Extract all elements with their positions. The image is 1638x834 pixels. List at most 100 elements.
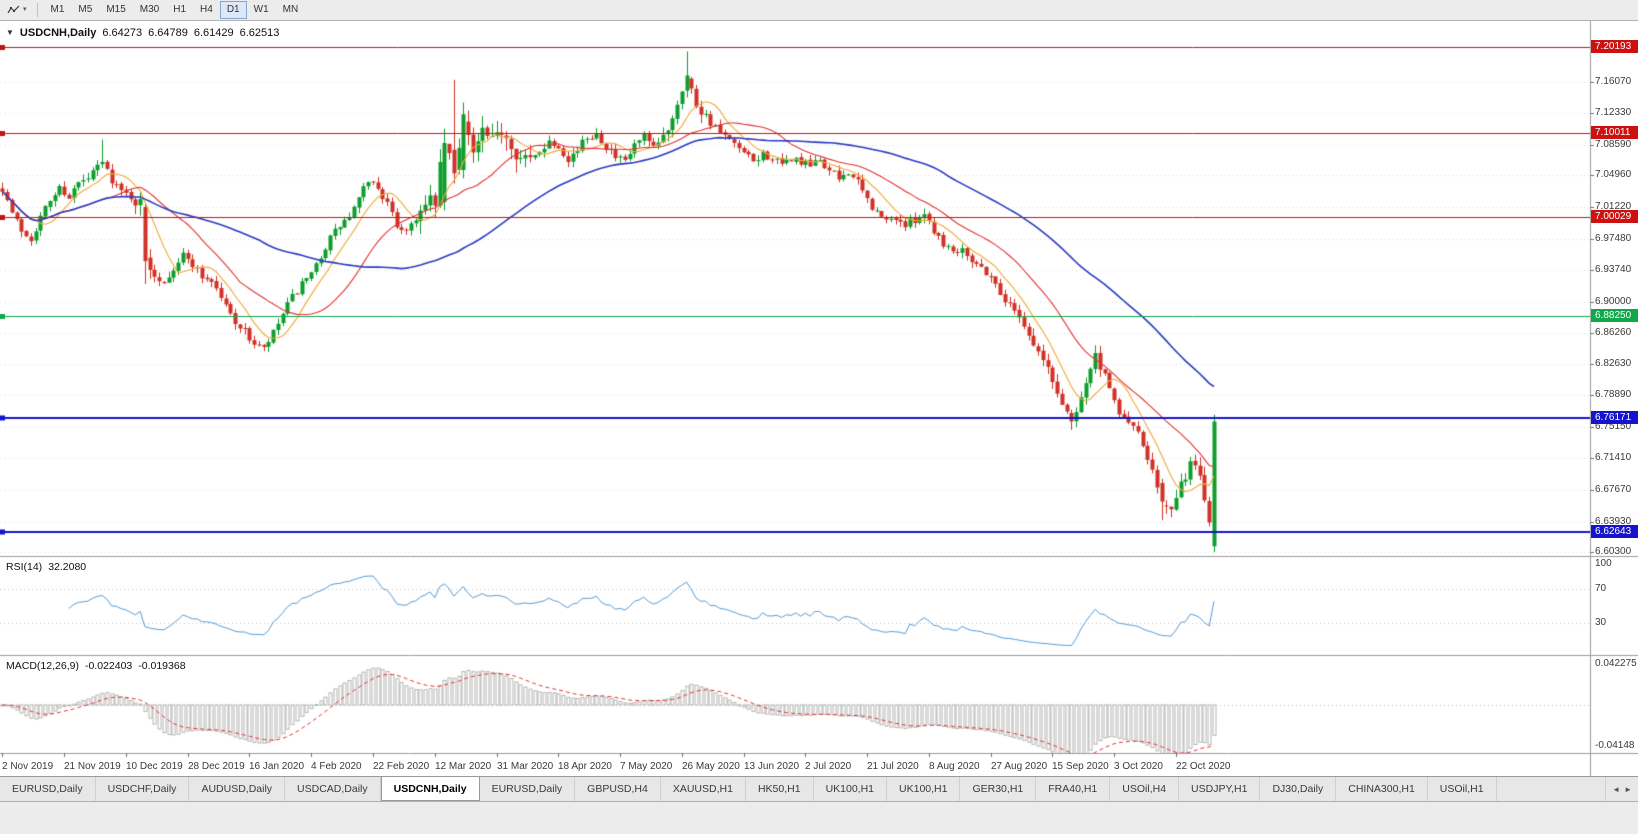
date-axis-label: 12 Mar 2020 xyxy=(435,761,492,772)
chart-tab-5-eurusd-daily[interactable]: EURUSD,Daily xyxy=(480,777,576,801)
chart-tool-button[interactable]: ▾ xyxy=(3,2,31,18)
rsi-scale-label: 30 xyxy=(1595,616,1607,628)
ohlc-open-value: 6.64273 xyxy=(102,27,143,39)
dropdown-caret-icon: ▾ xyxy=(23,6,27,13)
date-axis-label: 4 Feb 2020 xyxy=(311,761,362,772)
price-tick-label: 7.16070 xyxy=(1595,75,1632,87)
chart-title: ▼ USDCNH,Daily 6.64273 6.64789 6.61429 6… xyxy=(6,27,279,39)
chart-tab-0-eurusd-daily[interactable]: EURUSD,Daily xyxy=(0,777,96,801)
price-level-badge: 6.76171 xyxy=(1591,411,1638,424)
price-tick-label: 6.86260 xyxy=(1595,327,1632,339)
rsi-scale-label: 100 xyxy=(1595,558,1612,569)
timeframe-button-w1[interactable]: W1 xyxy=(253,4,269,15)
price-tick-label: 6.60300 xyxy=(1595,546,1632,558)
price-level-badge: 7.00029 xyxy=(1591,210,1638,223)
status-bar xyxy=(0,801,1638,834)
tab-scroll-right-button[interactable]: ► xyxy=(1624,784,1632,794)
price-tick-label: 6.93740 xyxy=(1595,264,1632,276)
date-axis-label: 2 Nov 2019 xyxy=(2,761,54,772)
chart-tab-17-usoil-h1[interactable]: USOil,H1 xyxy=(1428,777,1497,801)
macd-name: MACD(12,26,9) xyxy=(6,660,79,672)
chart-tab-15-dj30-daily[interactable]: DJ30,Daily xyxy=(1260,777,1337,801)
toolbar-separator xyxy=(36,3,38,17)
zigzag-chart-icon xyxy=(7,5,20,14)
chart-tab-16-china300-h1[interactable]: CHINA300,H1 xyxy=(1336,777,1428,801)
timeframe-button-mn[interactable]: MN xyxy=(282,4,299,15)
price-tick-label: 7.12330 xyxy=(1595,107,1632,119)
price-tick-label: 7.01220 xyxy=(1595,200,1632,212)
date-axis-label: 13 Jun 2020 xyxy=(744,761,800,772)
date-axis-label: 16 Jan 2020 xyxy=(249,761,305,772)
chart-tab-10-uk100-h1[interactable]: UK100,H1 xyxy=(887,777,961,801)
rsi-indicator-label: RSI(14) 32.2080 xyxy=(6,561,86,573)
tab-scroll-controls: ◄ ► xyxy=(1605,777,1638,801)
macd-main-value: -0.022403 xyxy=(84,660,133,672)
chart-tab-8-hk50-h1[interactable]: HK50,H1 xyxy=(746,777,814,801)
date-axis-label: 18 Apr 2020 xyxy=(558,761,612,772)
chart-dropdown-icon[interactable]: ▼ xyxy=(6,28,14,37)
date-axis-label: 2 Jul 2020 xyxy=(805,761,852,772)
timeframe-button-h1[interactable]: H1 xyxy=(173,4,187,15)
symbol-period-label: USDCNH,Daily xyxy=(19,27,97,39)
date-axis-label: 7 May 2020 xyxy=(620,761,673,772)
price-tick-label: 6.90000 xyxy=(1595,295,1632,307)
price-tick-label: 6.75150 xyxy=(1595,420,1632,432)
date-axis-label: 26 May 2020 xyxy=(682,761,740,772)
chart-tab-3-usdcad-daily[interactable]: USDCAD,Daily xyxy=(285,777,381,801)
chart-tab-11-ger30-h1[interactable]: GER30,H1 xyxy=(960,777,1037,801)
price-tick-label: 6.63930 xyxy=(1595,515,1632,527)
date-axis-label: 3 Oct 2020 xyxy=(1114,761,1163,772)
tab-scroll-left-button[interactable]: ◄ xyxy=(1612,784,1621,794)
macd-scale-top-label: 0.042275 xyxy=(1595,658,1637,669)
chart-tab-12-fra40-h1[interactable]: FRA40,H1 xyxy=(1036,777,1111,801)
chart-tab-4-usdcnh-daily[interactable]: USDCNH,Daily xyxy=(380,777,480,801)
ohlc-close-value: 6.62513 xyxy=(239,27,280,39)
chart-tab-1-usdchf-daily[interactable]: USDCHF,Daily xyxy=(96,777,190,801)
chart-tab-7-xauusd-h1[interactable]: XAUUSD,H1 xyxy=(661,777,746,801)
price-tick-label: 7.04960 xyxy=(1595,169,1632,181)
price-tick-label: 6.67670 xyxy=(1595,484,1632,496)
date-axis-label: 10 Dec 2019 xyxy=(126,761,183,772)
price-level-badge: 7.20193 xyxy=(1591,40,1638,53)
date-axis-label: 15 Sep 2020 xyxy=(1052,761,1109,772)
macd-signal-value: -0.019368 xyxy=(138,660,186,672)
timeframe-button-h4[interactable]: H4 xyxy=(200,4,213,15)
timeframe-button-m30[interactable]: M30 xyxy=(139,4,160,15)
chart-tab-14-usdjpy-h1[interactable]: USDJPY,H1 xyxy=(1179,777,1261,801)
date-axis-label: 27 Aug 2020 xyxy=(991,761,1048,772)
rsi-current-value: 32.2080 xyxy=(48,561,87,573)
ohlc-low-value: 6.61429 xyxy=(193,27,234,39)
chart-tab-2-audusd-daily[interactable]: AUDUSD,Daily xyxy=(189,777,286,801)
date-axis-label: 31 Mar 2020 xyxy=(497,761,554,772)
chart-tabs-bar: EURUSD,Daily USDCHF,Daily AUDUSD,Daily USDC… xyxy=(0,776,1638,801)
chart-tab-13-usoil-h4[interactable]: USOil,H4 xyxy=(1110,777,1180,801)
price-tick-label: 6.78890 xyxy=(1595,389,1632,401)
price-tick-label: 6.82630 xyxy=(1595,357,1632,369)
rsi-name: RSI(14) xyxy=(6,561,43,573)
date-axis-label: 22 Oct 2020 xyxy=(1176,761,1231,772)
timeframe-button-m15[interactable]: M15 xyxy=(106,4,126,15)
date-axis-label: 21 Nov 2019 xyxy=(64,761,121,772)
rsi-scale-label: 70 xyxy=(1595,583,1607,595)
price-tick-label: 6.97480 xyxy=(1595,232,1632,244)
chart-tab-6-gbpusd-h4[interactable]: GBPUSD,H4 xyxy=(575,777,661,801)
chart-region: ▼ USDCNH,Daily 6.64273 6.64789 6.61429 6… xyxy=(0,21,1638,776)
date-axis-label: 21 Jul 2020 xyxy=(867,761,919,772)
price-tick-label: 6.71410 xyxy=(1595,452,1632,464)
price-level-badge: 6.88250 xyxy=(1591,309,1638,322)
chart-tabs-list: EURUSD,Daily USDCHF,Daily AUDUSD,Daily USDC… xyxy=(0,777,1605,801)
date-axis-label: 8 Aug 2020 xyxy=(929,761,980,772)
macd-indicator-label: MACD(12,26,9) -0.022403 -0.019368 xyxy=(6,660,186,672)
main-toolbar: ▾ M1 M5 M15 M30 H1 H4 D1 W1 MN xyxy=(0,0,1638,21)
timeframe-toolbar: M1 M5 M15 M30 H1 H4 D1 W1 MN xyxy=(44,1,306,19)
timeframe-button-m1[interactable]: M1 xyxy=(50,4,65,15)
date-axis-label: 22 Feb 2020 xyxy=(373,761,430,772)
price-level-badge: 7.10011 xyxy=(1591,126,1638,139)
timeframe-button-d1[interactable]: D1 xyxy=(219,1,247,19)
price-chart-canvas[interactable] xyxy=(0,21,1638,776)
ohlc-high-value: 6.64789 xyxy=(148,27,188,39)
timeframe-button-m5[interactable]: M5 xyxy=(78,4,93,15)
date-axis-label: 28 Dec 2019 xyxy=(188,761,245,772)
chart-tab-9-uk100-h1[interactable]: UK100,H1 xyxy=(814,777,888,801)
